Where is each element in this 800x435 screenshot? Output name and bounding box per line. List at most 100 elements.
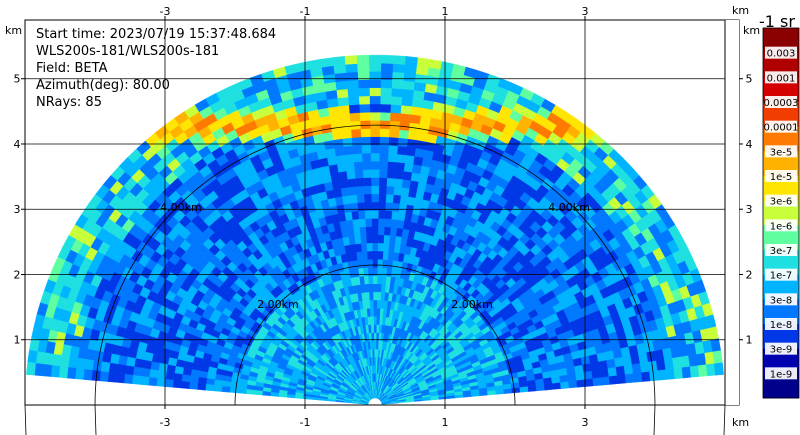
sector-cell [387,144,398,155]
sector-cell [380,283,386,293]
sector-cell [379,120,391,130]
sector-cell [405,146,416,157]
sector-cell [401,88,414,99]
sector-cell [253,389,263,396]
sector-cell [390,87,403,98]
y-tick-label-right: 1 [746,334,753,347]
ring-extension [24,404,27,435]
sector-cell [382,250,389,260]
sector-cell [372,259,378,268]
sector-cell [349,194,358,204]
sector-cell [340,187,350,197]
sector-cell [657,369,667,381]
sector-cell [543,382,554,391]
sector-cell [355,185,365,195]
colorbar-label-bg [765,120,797,133]
sector-cell [361,160,372,170]
sector-cell [384,218,392,228]
sector-cell [369,103,381,113]
sector-cell [369,111,381,121]
sector-cell [116,364,127,375]
field: Field: BETA [36,61,108,76]
x-tick-label-bottom: 1 [442,416,449,429]
sector-cell [371,193,379,203]
sector-cell [362,177,372,187]
sector-cell [376,291,382,301]
sector-cell [599,367,610,378]
sector-cell [357,210,366,220]
sector-cell [383,234,391,244]
sector-cell [368,63,382,72]
colorbar-label-bg [765,367,797,380]
sector-cell [373,340,377,350]
y-tick-label-right: 4 [746,138,753,151]
x-tick-label-bottom: 3 [582,416,589,429]
colorbar-label: 0.001 [767,73,796,84]
sector-cell [402,170,413,181]
sector-cell [378,209,386,219]
y-tick-label-left: 2 [14,268,21,281]
sector-cell [348,186,357,196]
sector-cell [378,193,387,203]
sector-cell [376,283,382,293]
sector-cell [383,226,391,236]
sector-cell [205,383,215,392]
sector-cell [100,361,111,373]
sector-cell [608,375,619,385]
sector-cell [359,111,371,121]
sector-cell [66,367,77,380]
sector-cell [342,137,353,148]
sector-cell [139,376,150,386]
x-tick-label-top: -1 [300,5,311,18]
sector-cell [371,218,379,227]
sector-cell [375,340,379,350]
sector-cell [344,153,354,164]
sector-cell [392,55,406,65]
sector-cell [213,384,223,392]
sector-cell [344,55,358,65]
sector-cell [390,104,402,114]
sector-cell [384,210,393,220]
sector-cell [393,178,403,188]
colorbar-label: 3e-6 [770,197,793,208]
sector-cell [381,275,387,285]
sector-cell [196,382,207,391]
sector-cell [132,366,143,377]
sector-cell [335,80,348,91]
colorbar-label-bg [765,318,797,330]
sector-cell [173,372,183,382]
x-tick-label-top: -3 [160,5,171,18]
sector-cell [386,259,394,269]
sector-cell [366,242,373,252]
sector-cell [358,95,370,105]
sector-cell [165,371,175,381]
sector-cell [338,104,350,115]
colorbar-label-bg [765,46,797,59]
sector-cell [337,170,348,181]
sector-cell [416,57,431,68]
sector-cell [332,56,346,66]
sector-cell [400,187,410,197]
ring-extension [723,404,726,435]
sector-cell [367,258,373,268]
sector-cell [641,371,651,382]
sector-cell [600,376,611,386]
sector-cell [388,136,399,147]
sector-cell [328,163,339,174]
sector-cell [368,291,374,301]
colorbar: 0.003 0.001 0.0003 0.0001 3e-5 1e-5 3e-6 1e-6 3e… [762,27,800,399]
sector-cell [399,113,411,123]
sector-cell [386,177,396,187]
sector-cell [124,365,135,376]
sector-cell [349,112,361,122]
sector-cell [391,202,400,212]
colorbar-unit: -1 sr [759,12,795,31]
azimuth: Azimuth(deg): 80.00 [36,78,170,93]
sector-cell [388,235,397,245]
sector-cell [395,227,404,238]
sector-cell [354,169,364,179]
sector-cell [148,369,159,379]
sector-cell [368,54,382,64]
sector-cell [392,63,406,73]
sector-cell [377,234,385,244]
